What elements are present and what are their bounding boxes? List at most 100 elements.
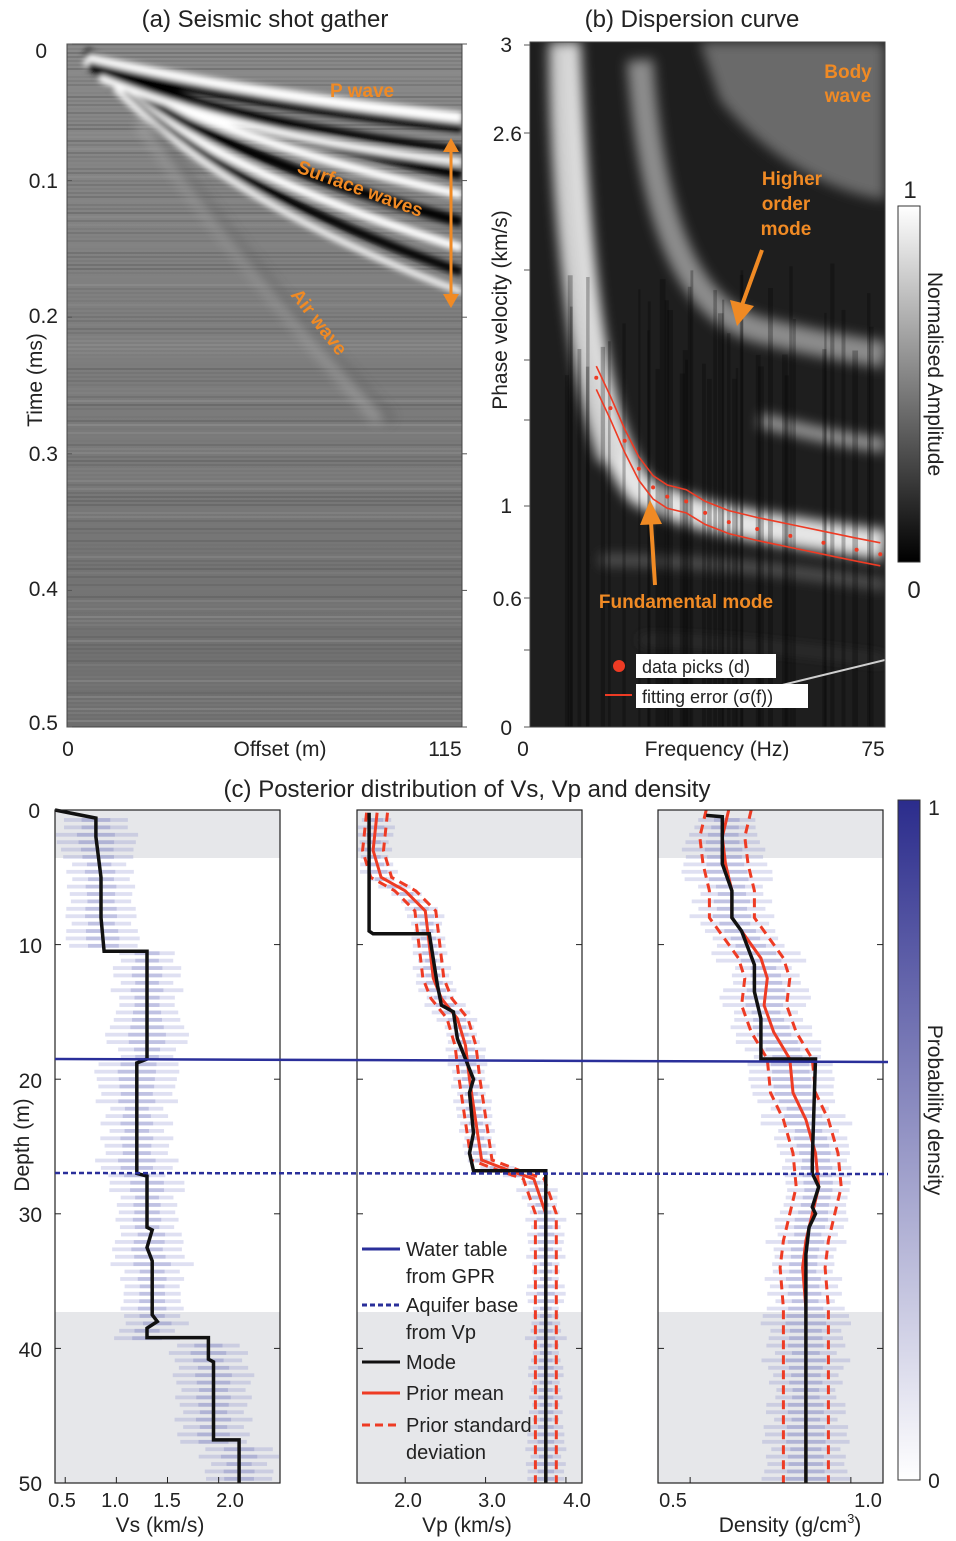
trace-line [67, 512, 462, 514]
vp-cloud-cell-core [511, 1173, 525, 1178]
legend-aquifer-1: Aquifer base [406, 1295, 518, 1317]
trace-line [67, 328, 462, 330]
trace-line [67, 616, 462, 618]
trace-line [67, 432, 462, 434]
trace-line [67, 564, 462, 566]
vp-xtick-40: 4.0 [563, 1490, 591, 1512]
amplitude-colorbar-max: 1 [903, 177, 916, 204]
trace-line [67, 148, 462, 150]
trace-line [67, 320, 462, 322]
trace-line [67, 268, 462, 270]
trace-line [67, 668, 462, 670]
trace-line [67, 332, 462, 334]
trace-line [67, 644, 462, 646]
panel-b-xtick-0: 0 [517, 738, 529, 761]
trace-line [67, 456, 462, 458]
trace-line [67, 712, 462, 714]
vs-xtick-05: 0.5 [48, 1490, 76, 1512]
trace-line [67, 404, 462, 406]
trace-line [67, 700, 462, 702]
panel-b: (b) Dispersion curve 3 2.6 1 0.6 0 0 75 … [489, 6, 946, 761]
trace-line [67, 388, 462, 390]
trace-line [67, 132, 462, 134]
trace-line [67, 84, 462, 86]
trace-line [67, 296, 462, 298]
vs-gray-bottom [55, 1312, 280, 1483]
trace-line [67, 684, 462, 686]
vs-cloud-cell-core [198, 1439, 229, 1444]
trace-line [67, 568, 462, 570]
depth-tick-40: 40 [19, 1339, 42, 1362]
legend-box-error [636, 684, 808, 708]
trace-line [67, 648, 462, 650]
panel-a-ytick-2: 0.2 [29, 305, 58, 328]
trace-line [67, 628, 462, 630]
data-pick [788, 533, 793, 538]
higher-mode-annotation-3: mode [761, 219, 812, 240]
trace-line [67, 500, 462, 502]
vs-xtick-15: 1.5 [153, 1490, 181, 1512]
panel-c-title: (c) Posterior distribution of Vs, Vp and… [224, 776, 711, 803]
panel-b-ylabel: Phase velocity (km/s) [489, 210, 512, 410]
panel-a-ytick-3: 0.3 [29, 443, 58, 466]
trace-line [67, 464, 462, 466]
trace-line [67, 304, 462, 306]
trace-line [67, 552, 462, 554]
panel-a-frame [66, 43, 463, 728]
data-pick [684, 499, 689, 504]
panel-a-ylabel: Time (ms) [24, 333, 47, 427]
trace-line [67, 232, 462, 234]
trace-line [67, 324, 462, 326]
trace-line [67, 336, 462, 338]
vp-cloud-cell-core [489, 1166, 506, 1170]
amplitude-colorbar-min: 0 [907, 577, 920, 604]
surface-wave-bands [82, 47, 462, 296]
trace-line [67, 240, 462, 242]
trace-line [67, 204, 462, 206]
trace-line [67, 356, 462, 358]
trace-line [67, 380, 462, 382]
trace-line [67, 560, 462, 562]
trace-line [67, 392, 462, 394]
rho-xlabel-main: Density (g/cm [719, 1514, 847, 1537]
panel-b-legend: data picks (d) fitting error (σ(f)) [605, 654, 808, 708]
trace-line [67, 376, 462, 378]
vs-cloud-cell [108, 1173, 166, 1178]
rho-xtick-05: 0.5 [659, 1490, 687, 1512]
depth-ylabel: Depth (m) [11, 1098, 34, 1191]
probability-colorbar-max: 1 [928, 797, 940, 820]
trace-line [67, 476, 462, 478]
trace-line [67, 216, 462, 218]
trace-line [67, 660, 462, 662]
depth-tick-30: 30 [19, 1204, 42, 1227]
panel-a-ytick-4: 0.4 [29, 578, 59, 601]
panel-c-legend: Water table from GPR Aquifer base from V… [362, 1239, 532, 1464]
depth-tick-0: 0 [28, 800, 40, 823]
trace-line [67, 544, 462, 546]
panel-a-ytick-0: 0 [35, 40, 47, 63]
trace-line [67, 484, 462, 486]
vp-gray-top [357, 810, 582, 858]
trace-line [67, 448, 462, 450]
panel-b-ticks [524, 44, 530, 728]
trace-line [67, 384, 462, 386]
panel-a-ytick-1: 0.1 [29, 170, 58, 193]
trace-line [67, 576, 462, 578]
trace-line [67, 60, 462, 62]
data-picks-marker [613, 660, 625, 672]
trace-line [67, 504, 462, 506]
panel-b-title: (b) Dispersion curve [585, 6, 800, 33]
trace-line [67, 516, 462, 518]
legend-mode: Mode [406, 1352, 456, 1374]
legend-prior-std-2: deviation [406, 1442, 486, 1464]
vs-cloud-cell-core [123, 1173, 150, 1178]
trace-line [67, 520, 462, 522]
trace-line [67, 428, 462, 430]
panel-b-ytick-3: 3 [500, 34, 512, 57]
panel-b-xtick-1: 75 [861, 738, 884, 761]
panel-a-xlabel: Offset (m) [234, 738, 327, 761]
legend-prior-std-1: Prior standard [406, 1415, 532, 1437]
dispersion-energy [549, 42, 885, 663]
trace-line [67, 292, 462, 294]
trace-line [67, 664, 462, 666]
